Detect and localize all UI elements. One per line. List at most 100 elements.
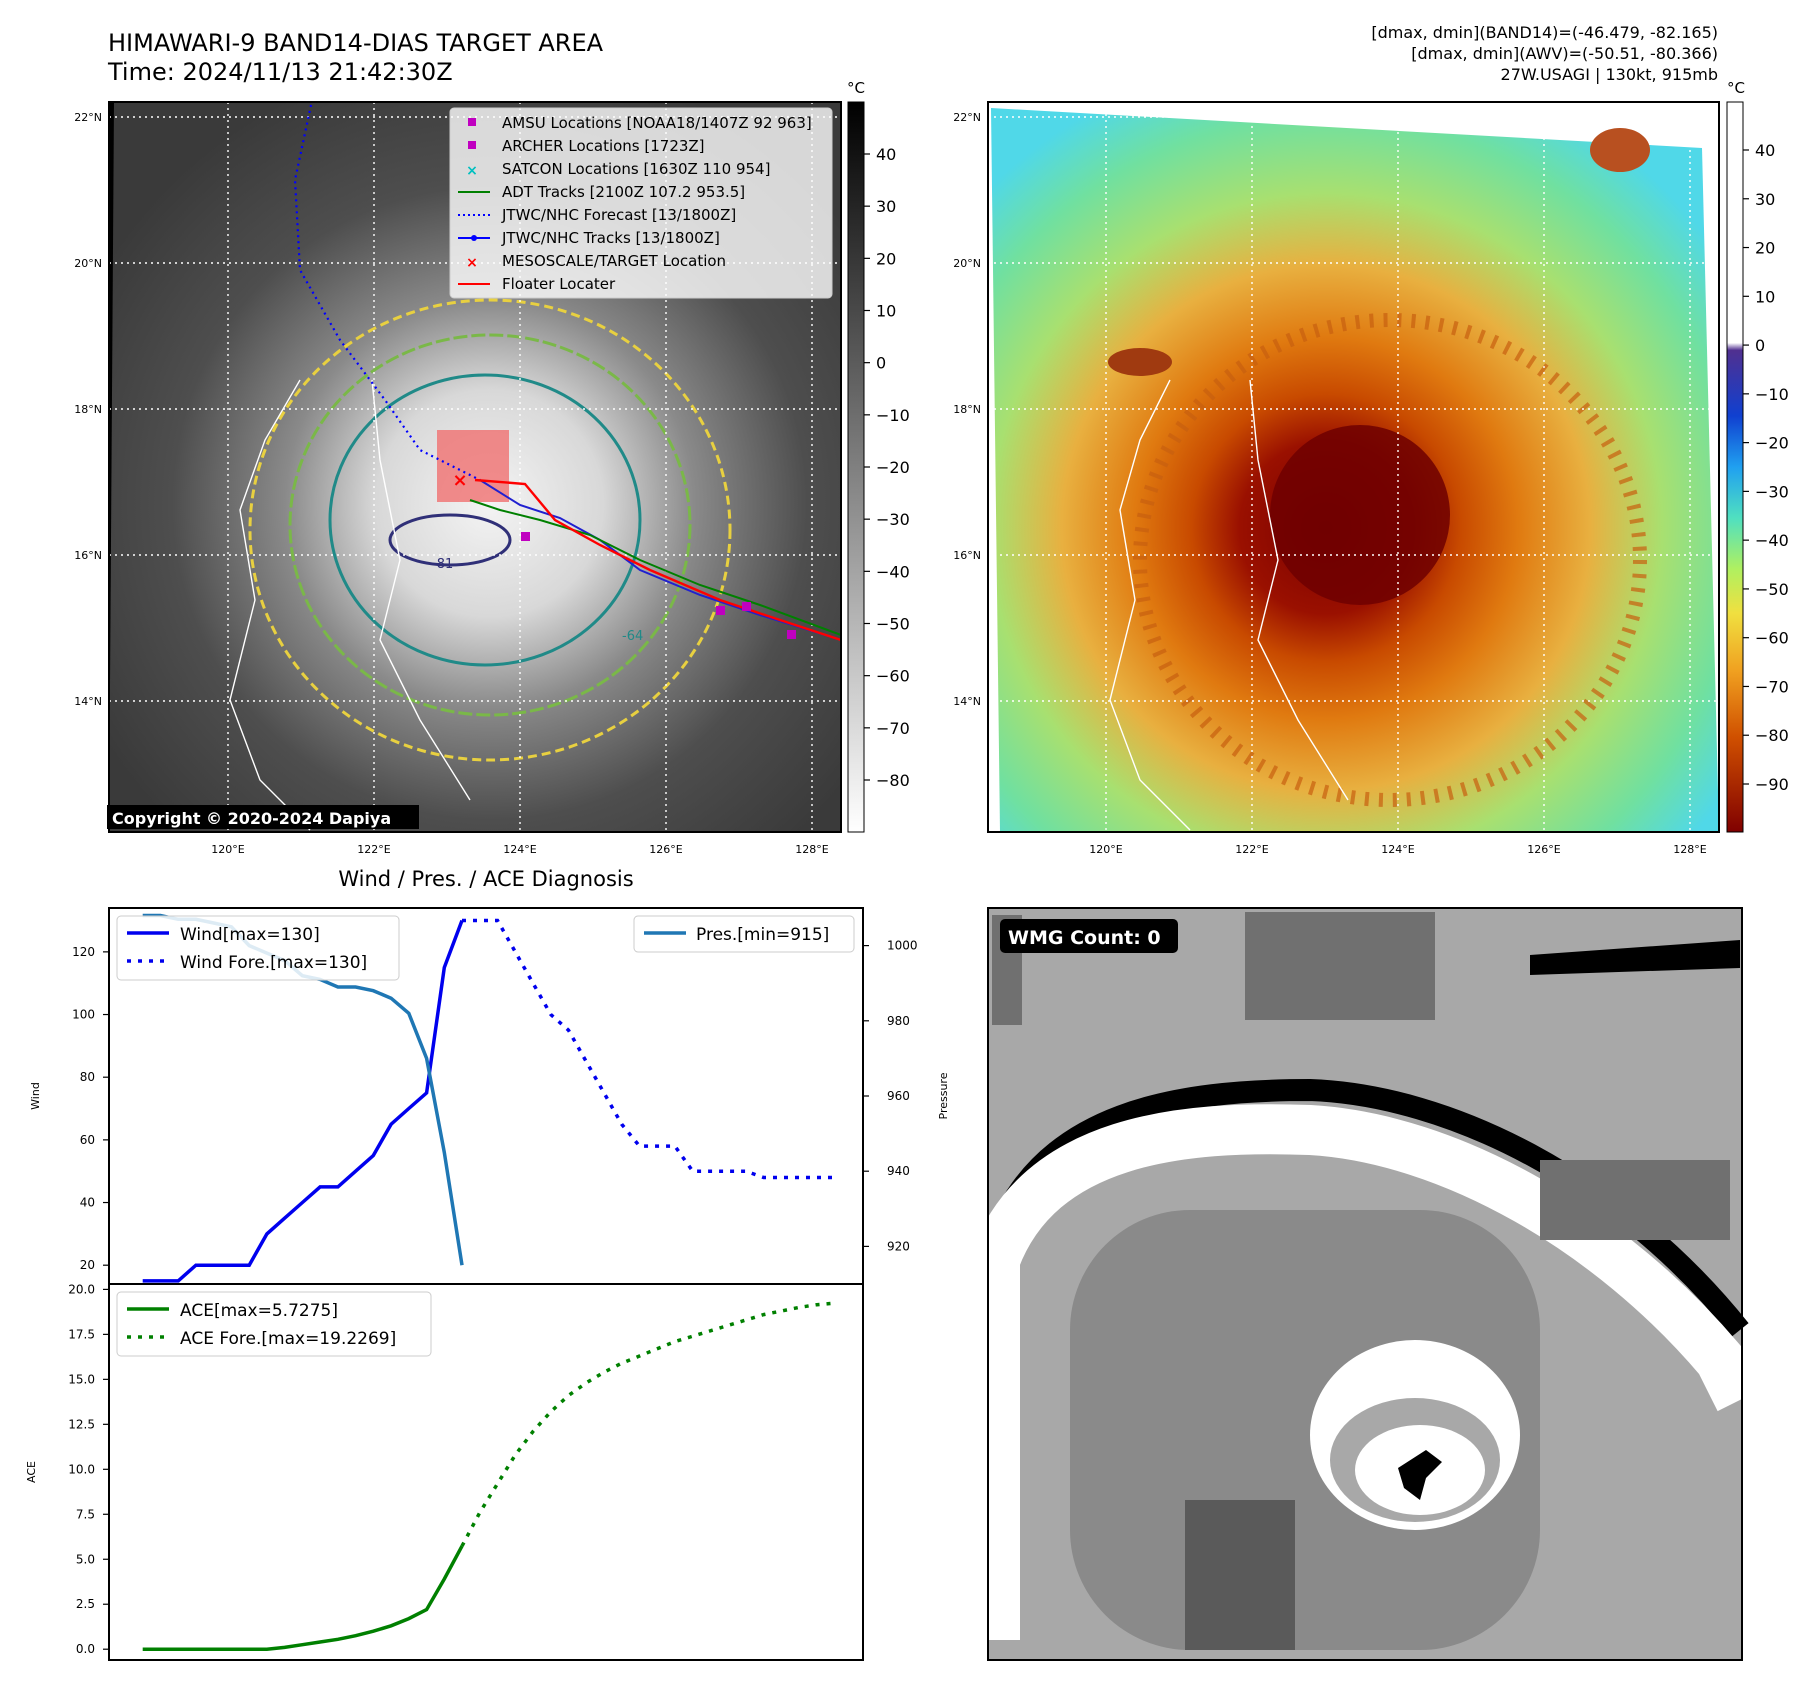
archer-marker-2 <box>742 602 751 611</box>
wind-series-line <box>142 919 464 1283</box>
ir-legend-box <box>449 107 833 299</box>
figure-time: Time: 2024/11/13 21:42:30Z <box>107 58 453 86</box>
ir-colorbar-tick-label: −50 <box>876 615 910 634</box>
awv-lat-label-22: 22°N <box>953 111 981 124</box>
ace-axis-tick-label: 15.0 <box>68 1372 95 1386</box>
awv-colorbar-tick-label: 20 <box>1755 239 1775 258</box>
ace-legend: ACE[max=5.7275] ACE Fore.[max=19.2269] <box>116 1291 432 1357</box>
awv-colorbar <box>1726 101 1744 833</box>
legend-label-amsu: AMSU Locations [NOAA18/1407Z 92 963] <box>502 114 812 132</box>
ir-map-frame <box>108 101 842 833</box>
awv-range: [dmax, dmin](AWV)=(-50.51, -80.366) <box>1411 44 1718 63</box>
ace-axis-tick-label: 20.0 <box>68 1282 95 1296</box>
wind-legend-label: Wind[max=130] <box>180 925 320 945</box>
wind-axis-label: Wind <box>29 1082 42 1110</box>
pressure-legend-box <box>633 915 855 953</box>
awv-colorbar-tick-label: −70 <box>1755 677 1789 696</box>
awv-lon-label-122: 122°E <box>1235 843 1268 856</box>
awv-colorbar-tick-label: −30 <box>1755 482 1789 501</box>
pressure-axis-tick-label: 960 <box>887 1089 910 1103</box>
wind-forecast-line <box>462 918 835 1180</box>
awv-colorbar-tick-label: −90 <box>1755 775 1789 794</box>
pressure-axis-ticks: 920 940 960 980 1000 <box>863 939 918 1253</box>
ir-colorbar <box>847 101 865 833</box>
awv-colorbar-tick-label: 30 <box>1755 190 1775 209</box>
ace-chart-frame <box>108 1283 864 1661</box>
ace-legend-box <box>116 1291 432 1357</box>
wind-axis-ticks: 20 40 60 80 100 120 <box>72 945 109 1272</box>
awv-eye <box>1270 425 1450 605</box>
ace-axis-ticks: 0.0 2.5 5.0 7.5 10.0 12.5 15.0 17.5 20.0 <box>68 1282 109 1656</box>
wmg-frame <box>987 907 1743 1661</box>
copyright-box <box>107 805 419 829</box>
ir-lat-label-16: 16°N <box>74 549 102 562</box>
ir-legend: AMSU Locations [NOAA18/1407Z 92 963] ARC… <box>449 107 833 299</box>
ir-colorbar-tick-label: −10 <box>876 406 910 425</box>
awv-colorbar-tick-label: −80 <box>1755 726 1789 745</box>
wind-axis-tick-label: 40 <box>80 1196 95 1210</box>
awv-lat-label-20: 20°N <box>953 257 981 270</box>
ir-lon-label-126: 126°E <box>649 843 682 856</box>
awv-colorbar-tick-label: −60 <box>1755 629 1789 648</box>
ir-colorbar-tick-label: −40 <box>876 562 910 581</box>
legend-label-adt: ADT Tracks [2100Z 107.2 953.5] <box>502 183 745 201</box>
awv-colorbar-tick-label: −20 <box>1755 434 1789 453</box>
wmg-count-box <box>1000 919 1178 953</box>
ir-colorbar-tick-label: −80 <box>876 771 910 790</box>
ir-teal-ring <box>328 373 642 667</box>
ir-map-panel: × -81 -64 AMSU Locations [NOAA18/1407Z 9… <box>74 79 910 856</box>
figure-title: HIMAWARI-9 BAND14-DIAS TARGET AREA <box>108 29 604 57</box>
wmg-dark-block-1 <box>1245 912 1435 1020</box>
diagnosis-title: Wind / Pres. / ACE Diagnosis <box>338 867 633 891</box>
wmg-lower-block <box>1185 1500 1295 1650</box>
ace-axis-tick-label: 17.5 <box>68 1327 95 1341</box>
awv-lat-label-18: 18°N <box>953 403 981 416</box>
ir-colorbar-unit: °C <box>847 79 865 97</box>
pressure-axis-tick-label: 980 <box>887 1014 910 1028</box>
wind-legend: Wind[max=130] Wind Fore.[max=130] <box>116 915 400 981</box>
legend-label-mesoscale: MESOSCALE/TARGET Location <box>502 252 726 270</box>
pressure-legend: Pres.[min=915] <box>633 915 855 953</box>
ir-colorbar-tick-label: −20 <box>876 458 910 477</box>
legend-marker-satcon: × <box>466 163 478 179</box>
awv-lon-label-128: 128°E <box>1673 843 1706 856</box>
ir-colorbar-tick-label: 10 <box>876 302 896 321</box>
ir-cold-ring <box>248 298 732 762</box>
awv-map-panel: 22°N 20°N 18°N 16°N 14°N 120°E 122°E 124… <box>953 79 1789 856</box>
ace-axis-tick-label: 0.0 <box>76 1642 95 1656</box>
awv-grid <box>988 102 1719 832</box>
ir-colorbar-tick-label: 40 <box>876 145 896 164</box>
wind-axis-tick-label: 100 <box>72 1008 95 1022</box>
coastline-2 <box>371 379 471 801</box>
legend-marker-archer <box>468 141 476 149</box>
awv-colorbar-tick-label: 0 <box>1755 336 1765 355</box>
wmg-white-ring <box>970 1104 1763 1640</box>
awv-colorbar-tick-label: 40 <box>1755 141 1775 160</box>
contour-label-81: -81 <box>432 557 453 572</box>
ir-lat-label-22: 22°N <box>74 111 102 124</box>
awv-map-frame <box>987 101 1720 833</box>
ir-lat-label-14: 14°N <box>74 695 102 708</box>
wmg-eye-center <box>1398 1450 1442 1500</box>
wmg-right-block <box>1540 1160 1730 1240</box>
awv-lat-label-16: 16°N <box>953 549 981 562</box>
ir-colorbar-tick-label: 0 <box>876 354 886 373</box>
ace-fore-legend-label: ACE Fore.[max=19.2269] <box>180 1329 396 1349</box>
awv-lon-label-126: 126°E <box>1527 843 1560 856</box>
archer-marker <box>716 606 725 615</box>
ace-axis-tick-label: 10.0 <box>68 1462 95 1476</box>
ace-chart: 0.0 2.5 5.0 7.5 10.0 12.5 15.0 17.5 20.0 ACE ACE… <box>25 1282 864 1661</box>
ir-lat-label-18: 18°N <box>74 403 102 416</box>
ace-axis-tick-label: 7.5 <box>76 1507 95 1521</box>
wind-axis-tick-label: 60 <box>80 1133 95 1147</box>
awv-coastline <box>1109 379 1191 831</box>
ir-lon-label-120: 120°E <box>211 843 244 856</box>
amsu-marker <box>521 532 530 541</box>
legend-marker-jtwc-dot <box>471 235 477 241</box>
ir-lon-label-124: 124°E <box>503 843 536 856</box>
storm-info: 27W.USAGI | 130kt, 915mb <box>1501 65 1718 84</box>
ir-colorbar-tick-label: −30 <box>876 510 910 529</box>
ir-colorbar-tick-label: 20 <box>876 249 896 268</box>
ir-colorbar-tick-label: −70 <box>876 719 910 738</box>
awv-colorbar-tick-label: 10 <box>1755 287 1775 306</box>
